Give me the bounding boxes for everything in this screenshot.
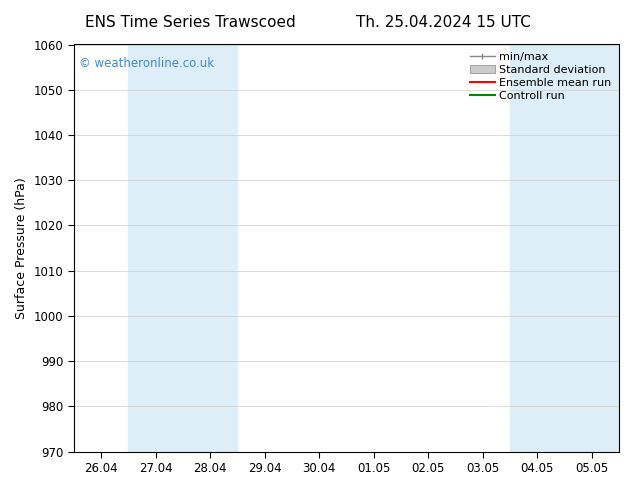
Legend: min/max, Standard deviation, Ensemble mean run, Controll run: min/max, Standard deviation, Ensemble me… <box>468 50 614 103</box>
Text: © weatheronline.co.uk: © weatheronline.co.uk <box>79 57 214 70</box>
Y-axis label: Surface Pressure (hPa): Surface Pressure (hPa) <box>15 177 28 319</box>
Bar <box>510 45 564 452</box>
Bar <box>128 45 183 452</box>
Text: Th. 25.04.2024 15 UTC: Th. 25.04.2024 15 UTC <box>356 15 531 30</box>
Bar <box>564 45 619 452</box>
Text: ENS Time Series Trawscoed: ENS Time Series Trawscoed <box>85 15 295 30</box>
Bar <box>183 45 237 452</box>
